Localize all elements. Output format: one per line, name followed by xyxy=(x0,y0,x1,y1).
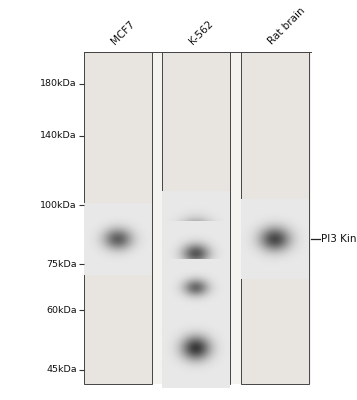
Text: Rat brain: Rat brain xyxy=(266,5,307,46)
Bar xyxy=(84,52,152,384)
Text: 60kDa: 60kDa xyxy=(46,306,77,315)
Text: 45kDa: 45kDa xyxy=(46,365,77,374)
Bar xyxy=(84,52,311,384)
Text: 180kDa: 180kDa xyxy=(40,79,77,88)
Bar xyxy=(241,52,309,384)
Text: PI3 Kinase p85 beta: PI3 Kinase p85 beta xyxy=(321,234,357,244)
Bar xyxy=(162,52,230,384)
Text: 100kDa: 100kDa xyxy=(40,200,77,210)
Text: K-562: K-562 xyxy=(187,18,215,46)
Text: 75kDa: 75kDa xyxy=(46,260,77,269)
Text: 140kDa: 140kDa xyxy=(40,131,77,140)
Text: MCF7: MCF7 xyxy=(109,18,136,46)
